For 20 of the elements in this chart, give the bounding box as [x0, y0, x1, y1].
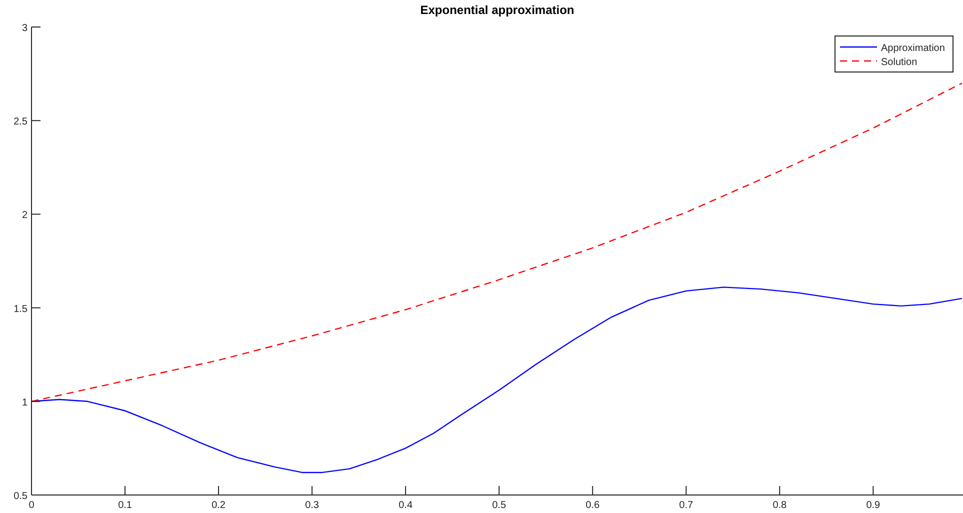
x-tick-label: 0.6 — [586, 500, 600, 511]
legend-label: Approximation — [881, 43, 945, 54]
y-tick-label: 2.5 — [14, 116, 28, 128]
y-tick-label: 0.5 — [14, 491, 28, 502]
x-tick-label: 0.9 — [866, 500, 881, 511]
x-tick-label: 0 — [28, 500, 35, 511]
y-tick-label: 1.5 — [14, 304, 28, 315]
x-tick-label: 0.1 — [118, 500, 132, 511]
chart-title: Exponential approximation — [420, 3, 574, 17]
x-tick-label: 0.8 — [772, 500, 788, 511]
y-tick-label: 2 — [22, 210, 28, 222]
y-tick-label: 1 — [22, 397, 28, 408]
y-tick-label: 3 — [22, 23, 28, 34]
x-tick-label: 0.3 — [305, 500, 320, 511]
line-series — [30, 82, 963, 402]
legend-label: Solution — [881, 57, 918, 68]
x-tick-label: 0.7 — [679, 500, 694, 511]
x-tick-label: 0.4 — [398, 500, 413, 511]
x-tick-label: 0.5 — [492, 500, 506, 511]
x-tick-label: 0.2 — [212, 500, 226, 511]
